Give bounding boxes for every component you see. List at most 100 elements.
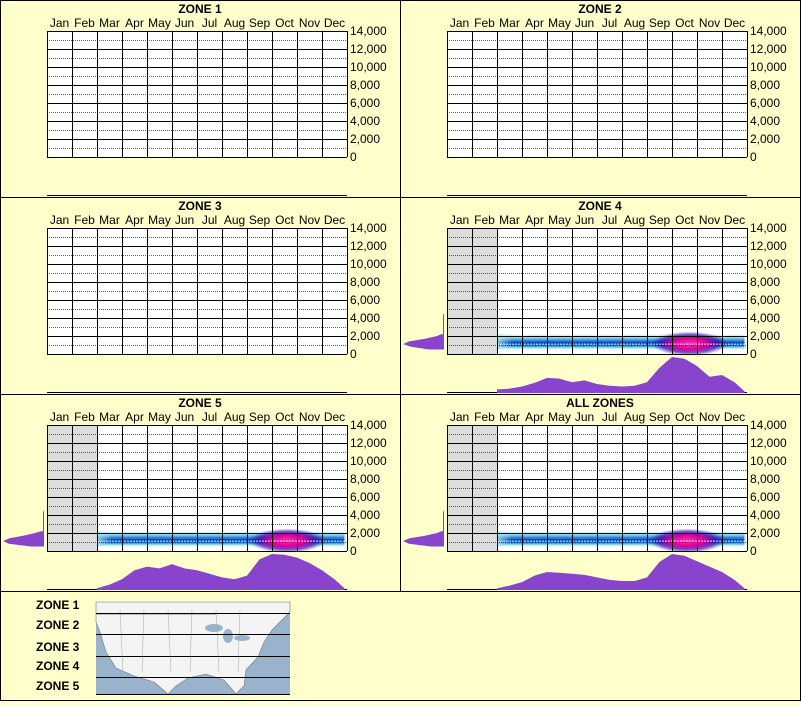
- month-label: Oct: [675, 410, 694, 424]
- y-tick-label: 10,000: [350, 454, 387, 468]
- month-label: May: [148, 410, 171, 424]
- month-label: Aug: [224, 213, 245, 227]
- y-tick-label: 14,000: [750, 418, 787, 432]
- y-tick-label: 8,000: [750, 472, 780, 486]
- no-data-column: [447, 425, 472, 551]
- no-data-column: [47, 425, 72, 551]
- monthly-profile: [497, 554, 745, 590]
- y-tick-label: 0: [750, 347, 757, 361]
- month-label: Sep: [249, 410, 271, 424]
- month-label: Sep: [649, 213, 671, 227]
- month-label: Oct: [275, 16, 294, 30]
- panel-title: ZONE 2: [578, 2, 622, 16]
- month-label: Feb: [474, 213, 495, 227]
- zone-legend-label: ZONE 2: [36, 618, 80, 632]
- month-label: Sep: [649, 16, 671, 30]
- y-tick-label: 12,000: [750, 239, 787, 253]
- zone-legend-label: ZONE 5: [36, 679, 80, 693]
- month-label: Jan: [50, 213, 69, 227]
- month-label: Mar: [99, 16, 120, 30]
- y-tick-label: 14,000: [350, 221, 387, 235]
- y-tick-label: 0: [350, 150, 357, 164]
- month-label: Jul: [202, 16, 217, 30]
- monthly-profile: [497, 357, 745, 393]
- month-label: Jan: [50, 410, 69, 424]
- map-lake: [205, 624, 223, 632]
- no-data-column: [447, 228, 472, 354]
- month-label: Oct: [675, 213, 694, 227]
- y-tick-label: 0: [350, 544, 357, 558]
- zone-panel: ZONE 1 Jan Feb Mar Apr May Jun Jul Aug Sep Oct Nov D…: [47, 2, 387, 196]
- month-label: Apr: [525, 16, 544, 30]
- month-label: Jul: [602, 16, 617, 30]
- month-label: Feb: [74, 213, 95, 227]
- map-lake: [223, 629, 233, 643]
- y-tick-label: 10,000: [350, 257, 387, 271]
- month-label: Dec: [724, 410, 745, 424]
- month-label: Sep: [649, 410, 671, 424]
- no-data-column: [472, 425, 497, 551]
- month-label: Apr: [525, 410, 544, 424]
- panel-title: ZONE 1: [178, 2, 222, 16]
- elevation-profile: [3, 531, 43, 547]
- y-tick-label: 8,000: [350, 78, 380, 92]
- month-label: Aug: [624, 16, 645, 30]
- panel-title: ZONE 4: [578, 199, 622, 213]
- heat-band-edge: [97, 531, 112, 547]
- elevation-profile: [403, 531, 443, 547]
- y-tick-label: 2,000: [350, 526, 380, 540]
- map-lake: [234, 635, 250, 641]
- y-tick-label: 8,000: [750, 275, 780, 289]
- month-label: Jun: [175, 16, 194, 30]
- month-label: Dec: [324, 16, 345, 30]
- month-label: Aug: [624, 213, 645, 227]
- heat-band-edge: [497, 531, 512, 547]
- month-label: Dec: [324, 213, 345, 227]
- y-tick-label: 6,000: [750, 96, 780, 110]
- zone-legend-label: ZONE 4: [36, 659, 80, 673]
- month-label: Jun: [175, 213, 194, 227]
- month-label: Oct: [275, 410, 294, 424]
- map-border: [189, 609, 193, 673]
- y-tick-label: 10,000: [750, 454, 787, 468]
- month-label: Nov: [699, 213, 720, 227]
- month-label: Nov: [699, 410, 720, 424]
- zone-panel: ALL ZONES Jan Feb Mar Apr May Jun Jul Aug Sep Oct N…: [403, 396, 787, 590]
- y-tick-label: 8,000: [350, 472, 380, 486]
- month-label: Jan: [450, 16, 469, 30]
- month-label: May: [148, 16, 171, 30]
- y-tick-label: 6,000: [350, 96, 380, 110]
- y-tick-label: 14,000: [350, 418, 387, 432]
- month-label: May: [548, 213, 571, 227]
- month-label: Jun: [175, 410, 194, 424]
- month-label: Apr: [125, 16, 144, 30]
- month-label: Jan: [450, 213, 469, 227]
- y-tick-label: 0: [350, 347, 357, 361]
- month-label: Jul: [602, 410, 617, 424]
- month-label: Nov: [699, 16, 720, 30]
- month-label: Oct: [675, 16, 694, 30]
- month-label: Dec: [324, 410, 345, 424]
- panel-title: ALL ZONES: [566, 396, 634, 410]
- month-label: Aug: [224, 16, 245, 30]
- month-label: Aug: [624, 410, 645, 424]
- month-label: Apr: [125, 213, 144, 227]
- y-tick-label: 2,000: [750, 132, 780, 146]
- y-tick-label: 4,000: [750, 508, 780, 522]
- map-border: [237, 609, 241, 673]
- month-label: Jun: [575, 410, 594, 424]
- y-tick-label: 10,000: [750, 257, 787, 271]
- month-label: Jan: [50, 16, 69, 30]
- map-border: [167, 609, 172, 673]
- monthly-profile: [97, 554, 345, 590]
- month-label: Feb: [74, 410, 95, 424]
- y-tick-label: 4,000: [350, 114, 380, 128]
- elevation-profile: [403, 334, 443, 350]
- zone-panel: ZONE 2 Jan Feb Mar Apr May Jun Jul Aug Sep Oct Nov D…: [447, 2, 787, 196]
- y-tick-label: 12,000: [350, 436, 387, 450]
- map-border: [141, 609, 145, 673]
- month-label: Dec: [724, 213, 745, 227]
- y-tick-label: 4,000: [750, 311, 780, 325]
- month-label: Jan: [450, 410, 469, 424]
